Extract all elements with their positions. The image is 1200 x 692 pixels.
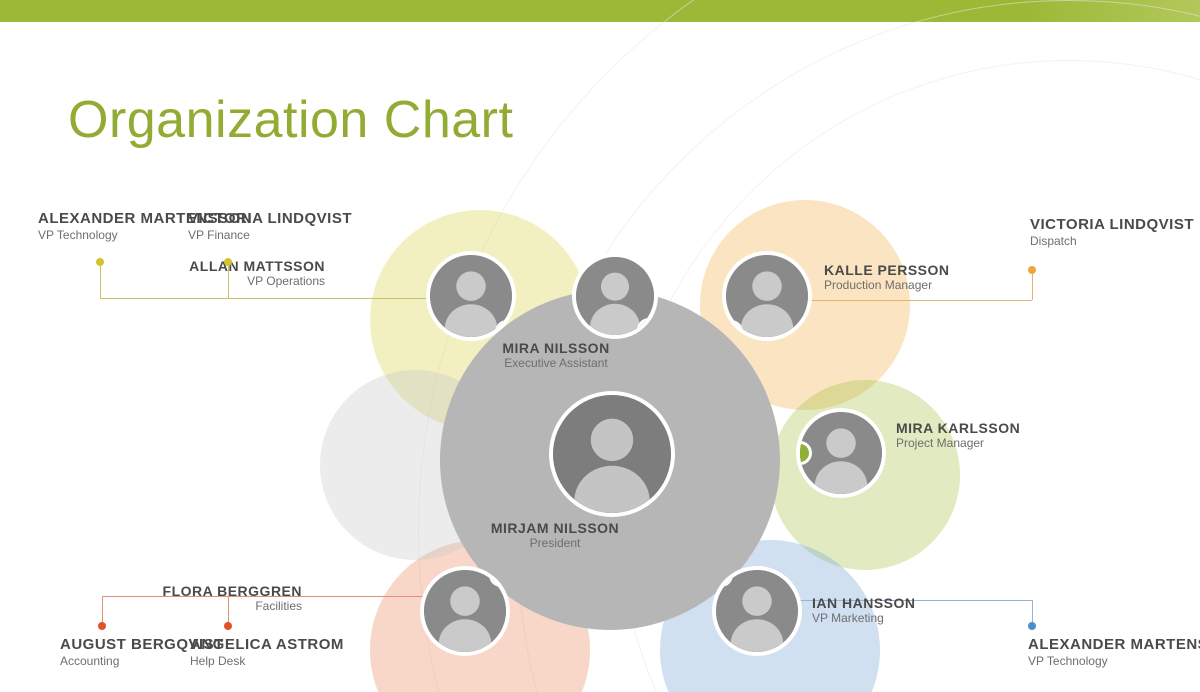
- page-title: Organization Chart: [68, 90, 513, 150]
- person-role: VP Marketing: [812, 611, 916, 625]
- outer-person: VICTORIA LINDQVIST Dispatch: [1030, 216, 1194, 248]
- person-name: ALLAN MATTSSON: [189, 258, 325, 274]
- person-name: VICTORIA LINDQVIST: [1030, 216, 1194, 233]
- connector-pin: [224, 622, 232, 630]
- person-name: FLORA BERGGREN: [163, 583, 302, 599]
- avatar-placeholder-icon: [726, 255, 808, 337]
- person-name: VICTORIA LINDQVIST: [188, 210, 352, 227]
- person-role: Dispatch: [1030, 234, 1194, 248]
- person-name: MIRJAM NILSSON: [491, 520, 619, 536]
- person-label: MIRJAM NILSSON President: [491, 520, 619, 550]
- person-label: ALLAN MATTSSON VP Operations: [189, 258, 325, 288]
- person-role: Project Manager: [896, 436, 1020, 450]
- connector-pin: [96, 258, 104, 266]
- avatar-placeholder-icon: [553, 395, 671, 513]
- avatar-placeholder-icon: [716, 570, 798, 652]
- connector-pin: [98, 622, 106, 630]
- outer-person: ANGELICA ASTROM Help Desk: [190, 636, 344, 668]
- avatar-placeholder-icon: [800, 412, 882, 494]
- person-name: MIRA NILSSON: [502, 340, 609, 356]
- person-role: Production Manager: [824, 278, 950, 292]
- person-name: ANGELICA ASTROM: [190, 636, 344, 653]
- person-label: IAN HANSSON VP Marketing: [812, 595, 916, 625]
- person-role: Executive Assistant: [502, 356, 609, 370]
- org-chart-slide: Organization Chart MIRJAM NILSSON Presid…: [0, 0, 1200, 692]
- person-role: Facilities: [163, 599, 302, 613]
- accent-dot: [498, 323, 512, 337]
- avatar: [430, 255, 512, 337]
- person-role: VP Finance: [188, 228, 352, 242]
- person-role: VP Operations: [189, 274, 325, 288]
- person-label: FLORA BERGGREN Facilities: [163, 583, 302, 613]
- connector-pin: [1028, 622, 1036, 630]
- connector-pin: [224, 258, 232, 266]
- avatar: [800, 412, 882, 494]
- person-name: IAN HANSSON: [812, 595, 916, 611]
- person-role: President: [491, 536, 619, 550]
- person-role: Help Desk: [190, 654, 344, 668]
- outer-person: ALEXANDER MARTENSSON VP Technology: [1028, 636, 1200, 668]
- connector-line: [100, 298, 430, 299]
- outer-person: VICTORIA LINDQVIST VP Finance: [188, 210, 352, 242]
- person-label: MIRA KARLSSON Project Manager: [896, 420, 1020, 450]
- person-label: MIRA NILSSON Executive Assistant: [502, 340, 609, 370]
- avatar: [716, 570, 798, 652]
- person-name: KALLE PERSSON: [824, 262, 950, 278]
- person-role: VP Technology: [1028, 654, 1200, 668]
- accent-dot: [640, 321, 654, 335]
- person-name: MIRA KARLSSON: [896, 420, 1020, 436]
- avatar: [726, 255, 808, 337]
- avatar: [553, 395, 671, 513]
- person-name: ALEXANDER MARTENSSON: [1028, 636, 1200, 653]
- connector-line: [100, 262, 101, 298]
- connector-pin: [1028, 266, 1036, 274]
- avatar-placeholder-icon: [424, 570, 506, 652]
- person-label: KALLE PERSSON Production Manager: [824, 262, 950, 292]
- avatar: [424, 570, 506, 652]
- avatar: [576, 257, 654, 335]
- connector-line: [1032, 270, 1033, 300]
- connector-line: [806, 300, 1032, 301]
